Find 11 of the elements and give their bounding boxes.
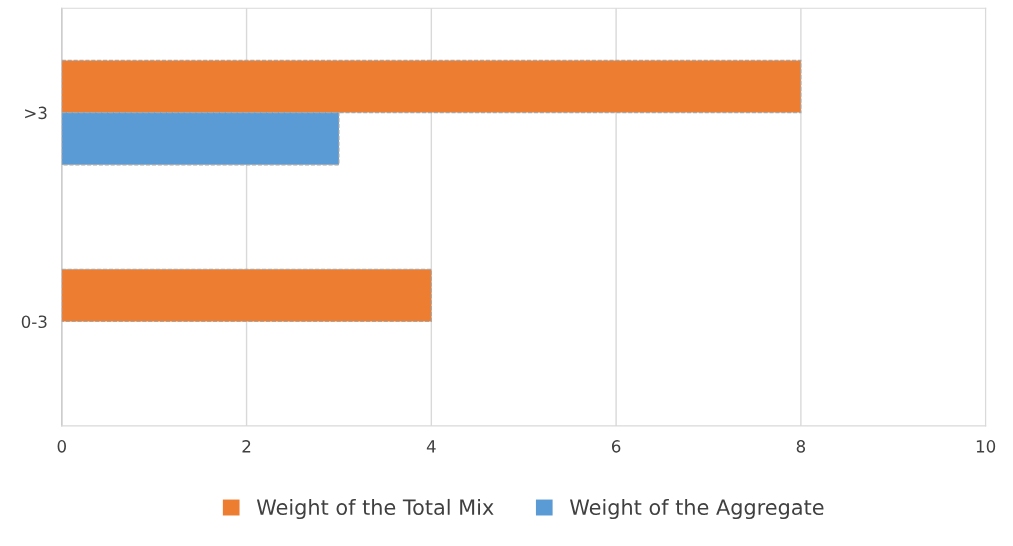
bar [61,268,432,323]
y-tick-label: >3 [25,106,47,120]
legend-label: Weight of the Aggregate [569,498,824,520]
x-tick-label: 2 [242,440,251,453]
x-tick-label: 4 [426,440,436,453]
x-tick-label: 8 [796,440,806,453]
x-tick-label: 0 [57,440,66,453]
legend-label: Weight of the Total Mix [256,498,494,520]
y-tick-label: 0-3 [21,315,47,329]
x-tick-label: 10 [976,440,996,453]
x-tick-label: 6 [611,440,621,453]
